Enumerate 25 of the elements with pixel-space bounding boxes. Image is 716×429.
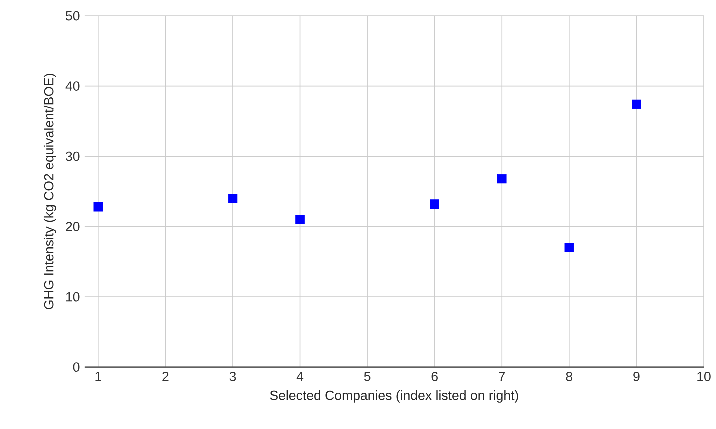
x-tick-label: 4 [296, 372, 304, 381]
x-tick-label: 3 [230, 372, 236, 382]
x-tick-label: 6 [432, 372, 438, 382]
point [94, 202, 104, 212]
y-tick-label: 40 [66, 81, 80, 91]
point [430, 200, 440, 209]
x-tick-label: 1 [96, 372, 102, 381]
point [497, 174, 507, 184]
y-tick-label: 50 [66, 11, 80, 21]
point [632, 100, 642, 110]
y-tick-label: 10 [66, 292, 80, 302]
x-tick-label: 2 [162, 372, 169, 382]
x-tick-label: 9 [634, 372, 640, 382]
y-axis-title: GHG Intensity (kg CO2 equivalent/BOE) [44, 74, 56, 310]
x-tick-label: 8 [566, 372, 573, 382]
x-tick-label: 5 [364, 372, 371, 382]
x-tick-label: 10 [698, 372, 711, 382]
y-tick-label: 0 [73, 362, 80, 372]
point [228, 194, 238, 204]
y-tick-label: 30 [66, 152, 80, 162]
point [296, 214, 305, 224]
x-tick-label: 7 [499, 372, 506, 381]
x-axis-title: Selected Companies (index listed on right) [270, 390, 518, 403]
y-tick-label: 20 [66, 222, 80, 232]
point [564, 243, 574, 252]
